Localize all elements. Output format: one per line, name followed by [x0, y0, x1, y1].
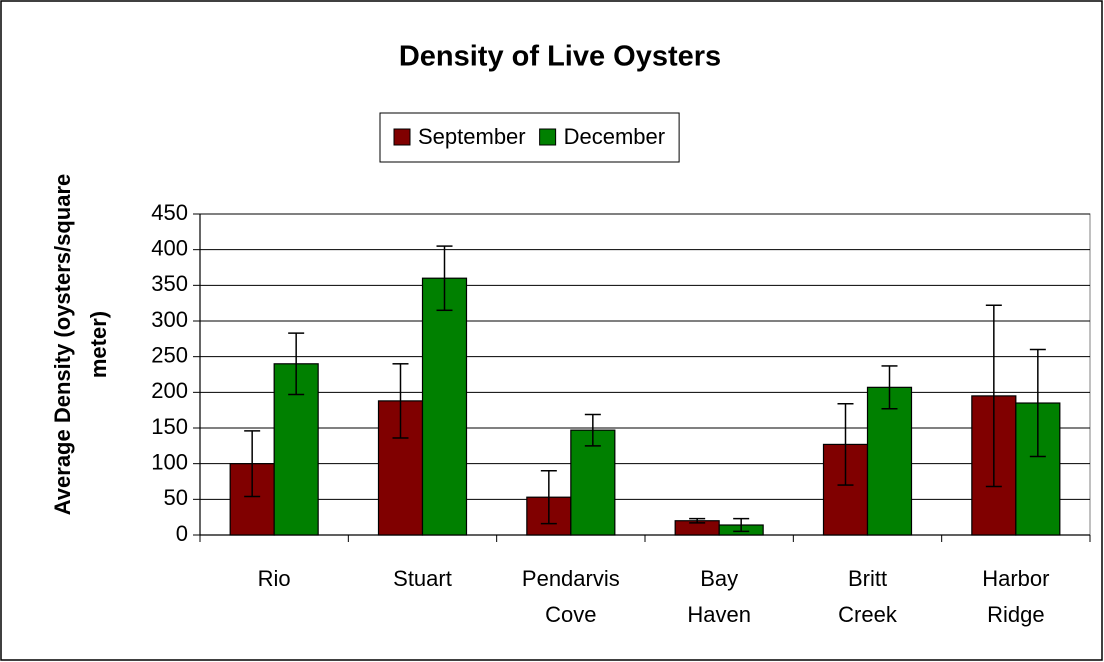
y-axis-label: Average Density (oysters/square meter) [50, 174, 111, 516]
y-tick-label: 200 [151, 378, 188, 403]
error-bar [392, 363, 409, 439]
bar [421, 277, 468, 536]
x-tick-label: Bay Haven [687, 566, 751, 627]
error-bar [837, 402, 854, 486]
error-bar [540, 470, 557, 525]
plot-area [199, 213, 1091, 536]
x-tick-label: Pendarvis Cove [522, 566, 620, 627]
y-tick-label: 300 [151, 307, 188, 332]
legend-swatch [539, 128, 557, 146]
error-bar [733, 517, 750, 533]
y-tick-label: 150 [151, 414, 188, 439]
error-bar [244, 430, 261, 498]
y-tick-label: 250 [151, 342, 188, 367]
x-tick-label: Britt Creek [838, 566, 898, 627]
y-tick-label: 450 [151, 200, 188, 225]
bar [570, 429, 616, 536]
error-bar [985, 304, 1002, 488]
y-tick-label: 400 [151, 235, 188, 260]
error-bar [288, 332, 305, 396]
legend-label: December [564, 124, 665, 149]
chart-title: Density of Live Oysters [399, 41, 721, 73]
x-tick-label: Harbor Ridge [982, 566, 1049, 627]
y-tick-label: 50 [164, 485, 188, 510]
legend-label: September [418, 124, 526, 149]
error-bar [436, 245, 453, 312]
legend-swatch [393, 128, 411, 146]
error-bar [584, 413, 601, 447]
legend-box [379, 112, 680, 163]
x-tick-label: Rio [258, 566, 291, 591]
error-bar [1029, 348, 1046, 458]
x-tick-label: Stuart [393, 566, 452, 591]
y-tick-label: 350 [151, 271, 188, 296]
error-bar [689, 517, 706, 524]
y-tick-label: 100 [151, 449, 188, 474]
error-bar [881, 365, 898, 410]
y-tick-label: 0 [176, 521, 188, 546]
bar [866, 386, 913, 536]
